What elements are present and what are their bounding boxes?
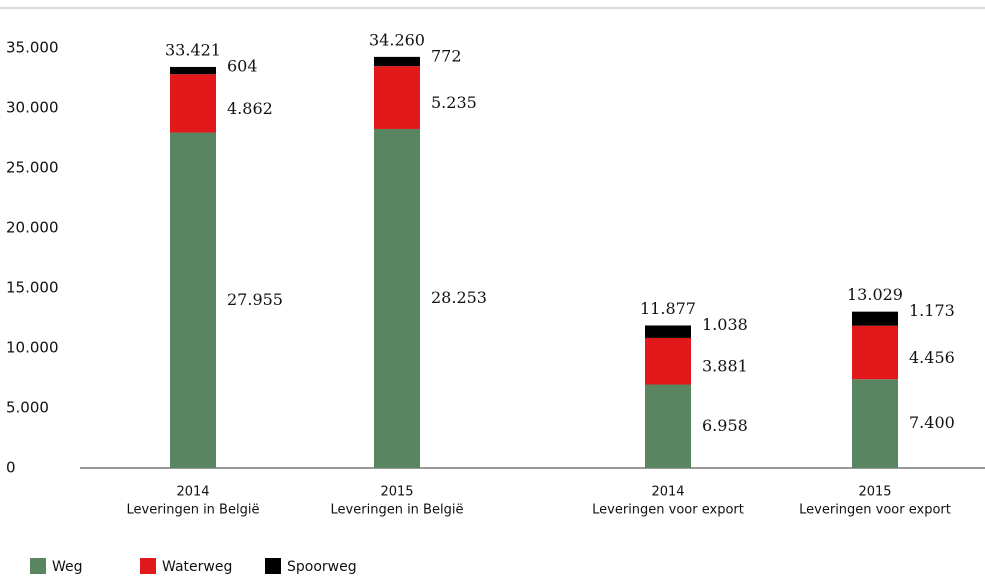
y-tick-label: 25.000 bbox=[6, 159, 59, 177]
y-tick-label: 15.000 bbox=[6, 279, 59, 297]
x-tick-label: Leveringen in België bbox=[331, 503, 464, 518]
value-label: 3.881 bbox=[702, 357, 748, 376]
legend-label: Weg bbox=[52, 559, 83, 575]
x-tick-label: 2014 bbox=[651, 485, 684, 500]
total-label: 34.260 bbox=[369, 30, 425, 49]
bar-segment bbox=[170, 66, 216, 75]
y-tick-label: 10.000 bbox=[6, 339, 59, 357]
x-tick-label: 2015 bbox=[380, 485, 413, 500]
bar-segment bbox=[374, 66, 420, 129]
value-label: 28.253 bbox=[431, 288, 487, 307]
x-tick-label: Leveringen voor export bbox=[799, 503, 951, 518]
total-label: 13.029 bbox=[847, 285, 903, 304]
bar-segment bbox=[170, 74, 216, 133]
bar-segment bbox=[852, 325, 898, 380]
value-label: 4.862 bbox=[227, 99, 273, 118]
value-label: 7.400 bbox=[909, 413, 955, 432]
x-tick-label: 2015 bbox=[858, 485, 891, 500]
legend-swatch bbox=[140, 558, 156, 574]
x-tick-label: Leveringen in België bbox=[127, 503, 260, 518]
bar-segment bbox=[170, 132, 216, 469]
bar-segment bbox=[645, 384, 691, 468]
value-label: 1.173 bbox=[909, 301, 955, 320]
value-label: 27.955 bbox=[227, 290, 283, 309]
bar-segment bbox=[374, 128, 420, 469]
y-tick-label: 35.000 bbox=[6, 39, 59, 57]
value-label: 6.958 bbox=[702, 416, 748, 435]
x-tick-label: Leveringen voor export bbox=[592, 503, 744, 518]
value-label: 772 bbox=[431, 46, 462, 65]
legend-swatch bbox=[265, 558, 281, 574]
legend-label: Waterweg bbox=[162, 559, 232, 575]
value-label: 4.456 bbox=[909, 348, 955, 367]
bar-segment bbox=[852, 379, 898, 468]
value-label: 604 bbox=[227, 56, 258, 75]
y-tick-label: 30.000 bbox=[6, 99, 59, 117]
bar-segment bbox=[645, 325, 691, 338]
bar-segment bbox=[852, 311, 898, 326]
bar-segment bbox=[374, 56, 420, 67]
value-label: 1.038 bbox=[702, 315, 748, 334]
total-label: 33.421 bbox=[165, 40, 221, 59]
y-tick-label: 20.000 bbox=[6, 219, 59, 237]
legend-label: Spoorweg bbox=[287, 559, 357, 575]
x-tick-label: 2014 bbox=[176, 485, 209, 500]
y-tick-label: 5.000 bbox=[6, 399, 49, 417]
legend-swatch bbox=[30, 558, 46, 574]
y-tick-label: 0 bbox=[6, 459, 16, 477]
bar-segment bbox=[645, 337, 691, 385]
value-label: 5.235 bbox=[431, 93, 477, 112]
total-label: 11.877 bbox=[640, 299, 696, 318]
